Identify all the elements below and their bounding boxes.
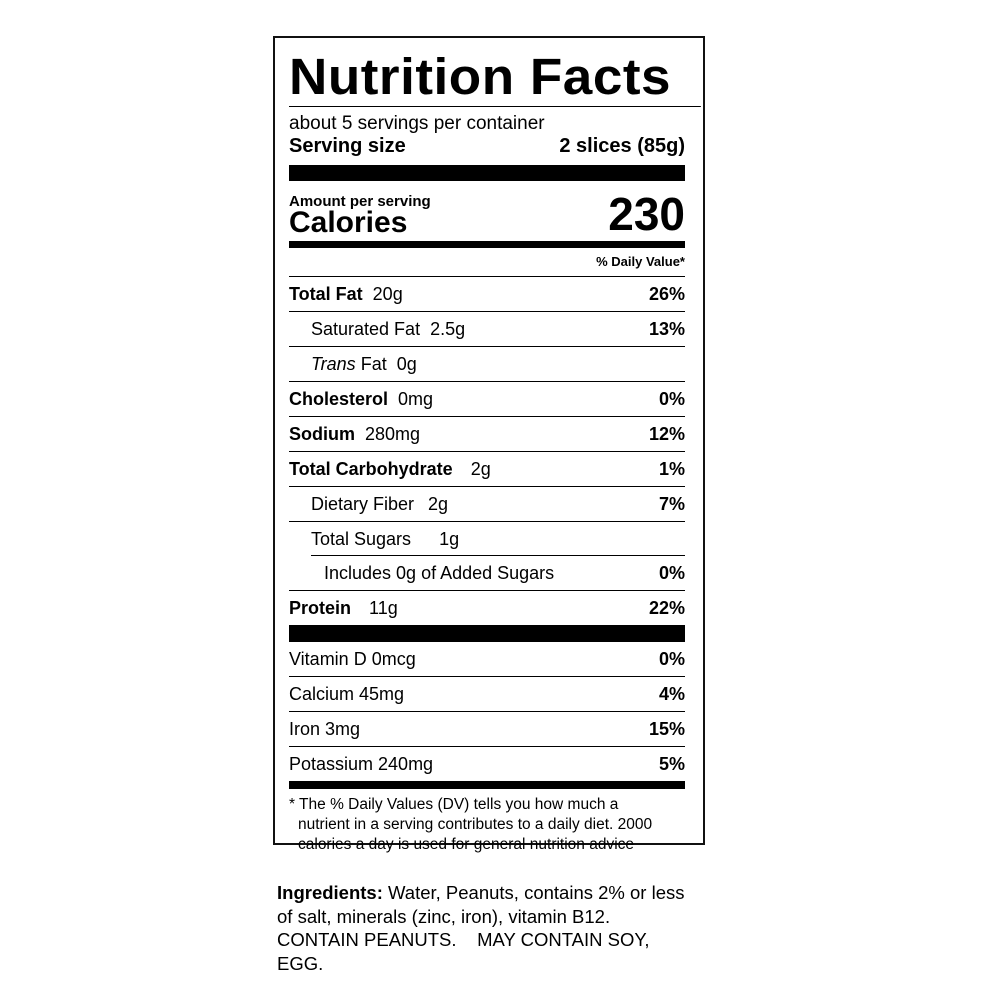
- vitamin-dv: 0%: [658, 648, 685, 669]
- nutrient-dv: 1%: [658, 458, 685, 479]
- calories-value: 230: [608, 188, 685, 240]
- vitamin-row-vitamin-d: Vitamin D 0mcg 0%: [289, 642, 685, 677]
- nutrient-name: Protein: [289, 597, 352, 618]
- nutrient-name: Cholesterol: [289, 388, 389, 409]
- nutrient-row-saturated-fat: Saturated Fat 2.5g 13%: [289, 312, 685, 347]
- nutrient-name-italic: Trans: [311, 353, 356, 374]
- medium-divider: [289, 241, 685, 248]
- footnote-line: nutrient in a serving contributes to a d…: [298, 816, 653, 833]
- vitamin-row-potassium: Potassium 240mg 5%: [289, 747, 685, 781]
- nutrient-amount: 2.5g: [430, 318, 466, 339]
- serving-size-label: Serving size: [289, 135, 406, 157]
- amount-per-serving: Amount per serving: [289, 193, 431, 210]
- nutrient-amount: 11g: [369, 597, 398, 618]
- nutrient-amount: 1g: [439, 528, 460, 549]
- serving-size-value: 2 slices (85g): [559, 135, 685, 157]
- ingredients-text: Water, Peanuts, contains 2% or less of s…: [277, 882, 685, 974]
- nutrient-dv: 0%: [658, 562, 685, 583]
- nutrient-amount: 0g: [396, 353, 417, 374]
- serving-size: Serving size 2 slices (85g): [289, 135, 685, 157]
- nutrient-name: Saturated Fat: [311, 318, 421, 339]
- nutrient-row-sodium: Sodium 280mg 12%: [289, 417, 685, 452]
- vitamin-dv: 4%: [658, 683, 685, 704]
- nutrient-row-total-sugars: Total Sugars 1g: [289, 522, 685, 556]
- nutrient-name: Fat: [360, 353, 387, 374]
- footnote-line: * The % Daily Values (DV) tells you how …: [289, 796, 619, 813]
- nutrient-row-added-sugars: Includes 0g of Added Sugars 0%: [289, 556, 685, 591]
- servings-per-container: about 5 servings per container: [289, 113, 545, 134]
- nutrient-name: Total Carbohydrate: [289, 458, 453, 479]
- vitamin-name: Potassium 240mg: [289, 753, 434, 774]
- vitamin-name: Vitamin D 0mcg: [289, 648, 416, 669]
- medium-divider: [289, 781, 685, 789]
- label-title: Nutrition Facts: [289, 51, 701, 107]
- nutrient-dv: 13%: [648, 318, 685, 339]
- nutrient-name: Total Sugars: [311, 528, 412, 549]
- nutrient-amount: 280mg: [365, 423, 421, 444]
- nutrient-dv: 7%: [658, 493, 685, 514]
- nutrient-name: Total Fat: [289, 283, 363, 304]
- nutrient-amount: 20g: [372, 283, 403, 304]
- nutrient-amount: 2g: [428, 493, 449, 514]
- nutrient-dv: 26%: [648, 283, 685, 304]
- nutrition-facts-label: Nutrition Facts about 5 servings per con…: [273, 36, 705, 853]
- nutrient-row-protein: Protein 11g 22%: [289, 591, 685, 625]
- ingredients-label: Ingredients:: [277, 882, 383, 903]
- vitamin-name: Calcium 45mg: [289, 683, 405, 704]
- vitamin-dv: 5%: [658, 753, 685, 774]
- nutrient-dv: 22%: [648, 597, 685, 618]
- thick-divider: [289, 165, 685, 181]
- nutrient-row-dietary-fiber: Dietary Fiber 2g 7%: [289, 487, 685, 522]
- vitamin-row-iron: Iron 3mg 15%: [289, 712, 685, 747]
- nutrient-name: Includes 0g of Added Sugars: [324, 562, 555, 583]
- calories-label: Calories: [289, 206, 408, 239]
- daily-value-header: % Daily Value*: [289, 248, 685, 277]
- vitamin-name: Iron 3mg: [289, 718, 361, 739]
- nutrient-amount: 2g: [470, 458, 491, 479]
- nutrient-row-total-fat: Total Fat 20g 26%: [289, 277, 685, 312]
- vitamin-row-calcium: Calcium 45mg 4%: [289, 677, 685, 712]
- vitamin-dv: 15%: [648, 718, 685, 739]
- nutrient-row-trans-fat: Trans Fat 0g: [289, 347, 685, 382]
- calories-section: Amount per serving Calories 230: [289, 181, 685, 240]
- footnote-line: calories a day is used for general nutri…: [298, 836, 635, 853]
- nutrient-dv: 0%: [658, 388, 685, 409]
- nutrient-dv: 12%: [648, 423, 685, 444]
- nutrient-amount: 0mg: [398, 388, 434, 409]
- ingredients: Ingredients: Water, Peanuts, contains 2%…: [277, 881, 697, 975]
- nutrient-row-cholesterol: Cholesterol 0mg 0%: [289, 382, 685, 417]
- nutrient-name: Sodium: [289, 423, 355, 444]
- footnote: * The % Daily Values (DV) tells you how …: [289, 795, 685, 855]
- nutrient-row-total-carbohydrate: Total Carbohydrate 2g 1%: [289, 452, 685, 487]
- thick-divider: [289, 625, 685, 642]
- nutrient-name: Dietary Fiber: [311, 493, 415, 514]
